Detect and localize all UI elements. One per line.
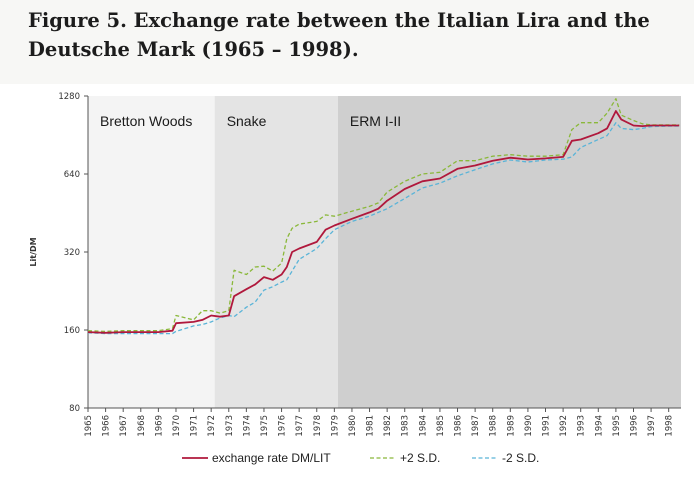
chart-panel: Bretton Woods Snake ERM I-II 80 160 320 640 128… [0,84,694,486]
y-tick-label: 640 [64,170,80,180]
x-tick-label: 1984 [418,415,428,437]
region-band-2 [337,96,681,408]
x-tick-label: 1997 [647,415,657,437]
legend-label: +2 S.D. [400,451,440,465]
x-tick-label: 1968 [137,415,147,437]
y-tick-label: 320 [64,248,80,258]
y-tick-label: 1280 [58,92,80,102]
x-tick-label: 1996 [629,415,639,437]
x-tick-label: 1992 [559,415,569,437]
region-band-0 [88,96,215,408]
x-tick-label: 1983 [401,415,411,437]
x-tick-label: 1975 [260,415,270,437]
x-tick-label: 1971 [190,415,200,437]
x-tick-label: 1989 [506,415,516,437]
x-tick-label: 1998 [665,415,675,437]
region-band-1 [214,96,338,408]
x-tick-label: 1988 [489,415,499,437]
series-line-0 [87,110,680,334]
legend-label: -2 S.D. [502,451,539,465]
x-tick-label: 1974 [242,415,252,437]
series-line-1 [87,98,680,333]
region-label: Bretton Woods [100,113,192,129]
x-tick-label: 1965 [84,415,94,437]
x-tick-label: 1982 [383,415,393,437]
exchange-rate-chart: Bretton Woods Snake ERM I-II 80 160 320 640 128… [29,92,681,465]
region-label: ERM I-II [350,113,401,129]
x-tick-label: 1978 [313,415,323,437]
region-label: Snake [227,113,267,129]
x-tick-label: 1976 [278,415,288,437]
x-tick-label: 1967 [119,415,129,437]
x-tick-label: 1995 [612,415,622,437]
x-tick-label: 1970 [172,415,182,437]
x-tick-label: 1973 [225,415,235,437]
figure-title: Figure 5. Exchange rate between the Ital… [28,9,650,61]
y-tick-label: 160 [64,326,80,336]
x-tick-label: 1980 [348,415,358,437]
x-tick-label: 1987 [471,415,481,437]
y-axis-label: Lit/DM [29,237,38,266]
x-tick-label: 1979 [330,415,340,437]
x-tick-label: 1977 [295,415,305,437]
x-tick-label: 1972 [207,415,217,437]
x-tick-label: 1969 [154,415,164,437]
x-tick-label: 1981 [366,415,376,437]
y-tick-label: 80 [69,404,80,414]
x-tick-label: 1966 [102,415,112,437]
legend-label: exchange rate DM/LIT [212,451,331,465]
x-tick-label: 1986 [454,415,464,437]
x-tick-label: 1994 [594,415,604,437]
x-tick-label: 1991 [542,415,552,437]
x-tick-label: 1985 [436,415,446,437]
x-tick-label: 1993 [577,415,587,437]
x-tick-label: 1990 [524,415,534,437]
